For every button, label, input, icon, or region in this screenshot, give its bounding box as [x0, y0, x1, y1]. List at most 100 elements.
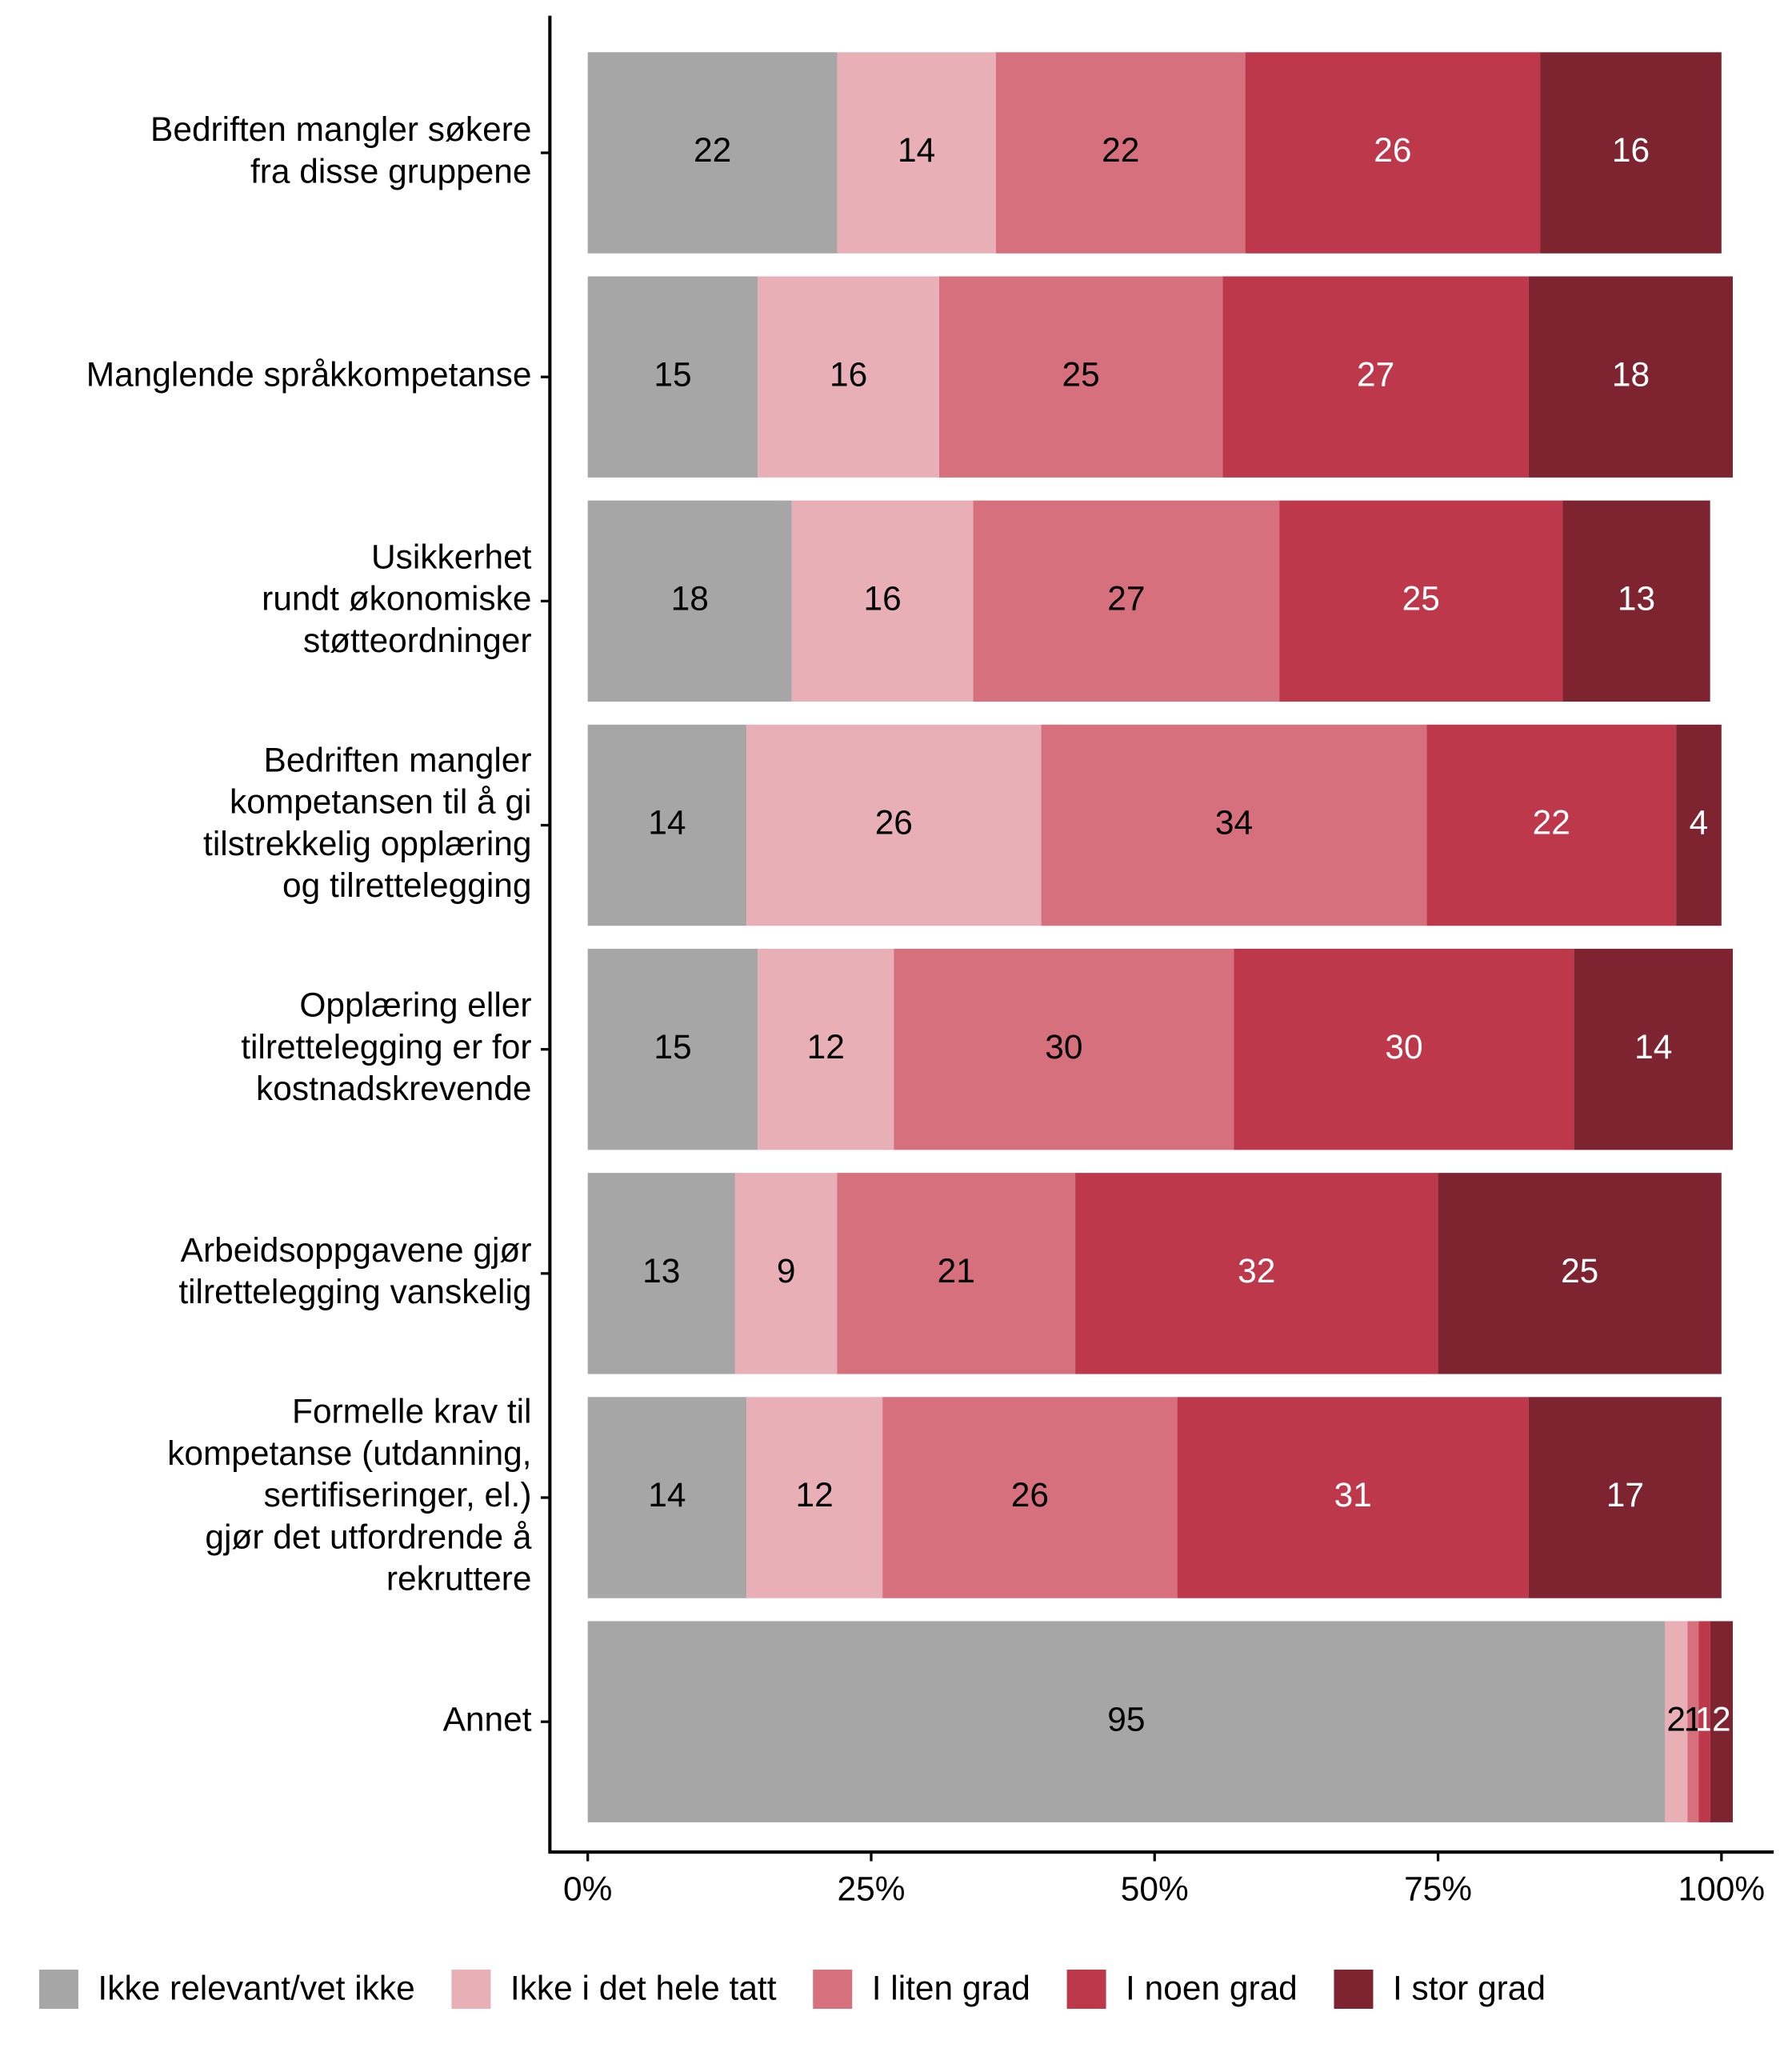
data-label: 27 — [1107, 580, 1145, 618]
bar-segment — [1234, 948, 1574, 1150]
y-tick-label: og tilrettelegging — [282, 866, 531, 904]
data-label: 32 — [1238, 1252, 1275, 1290]
legend-swatch — [451, 1970, 491, 2010]
bar-segment — [1562, 500, 1710, 702]
bar-segment — [837, 1173, 1076, 1374]
bar-segment — [882, 1397, 1178, 1598]
bar-segment — [1222, 276, 1529, 478]
data-label: 34 — [1215, 804, 1253, 842]
data-label: 25 — [1062, 355, 1100, 393]
y-tick-label: sertifiseringer, el.) — [264, 1476, 532, 1514]
data-label: 1 — [1684, 1700, 1703, 1738]
y-tick-label: gjør det utfordrende å — [205, 1518, 532, 1555]
data-label: 2 — [1712, 1700, 1731, 1738]
legend-label: Ikke relevant/vet ikke — [98, 1969, 414, 2006]
y-tick-label: rekruttere — [386, 1560, 532, 1598]
data-label: 27 — [1357, 355, 1394, 393]
data-label: 15 — [654, 355, 691, 393]
data-label: 26 — [1011, 1476, 1049, 1514]
y-tick-label: Bedriften mangler søkere — [150, 110, 531, 148]
x-tick-label: 100% — [1678, 1870, 1766, 1907]
data-label: 13 — [1618, 580, 1655, 618]
data-label: 21 — [938, 1252, 975, 1290]
data-label: 22 — [694, 131, 731, 169]
legend-label: I liten grad — [872, 1969, 1030, 2006]
bar-segment — [746, 724, 1042, 926]
data-label: 22 — [1102, 131, 1139, 169]
data-label: 22 — [1533, 804, 1570, 842]
bar-segment — [587, 1397, 747, 1598]
bar-segment — [1279, 500, 1563, 702]
legend-label: Ikke i det hele tatt — [510, 1969, 777, 2006]
legend-swatch — [1334, 1970, 1374, 2010]
bar-segment — [1438, 1173, 1722, 1374]
bar-segment — [1426, 724, 1677, 926]
x-tick-label: 25% — [838, 1870, 906, 1907]
bar-segment — [1075, 1173, 1438, 1374]
y-tick-label: kompetansen til å gi — [230, 783, 531, 821]
y-tick-label: tilrettelegging er for — [241, 1028, 531, 1066]
data-label: 25 — [1561, 1252, 1598, 1290]
y-tick-label: Annet — [443, 1700, 532, 1738]
data-label: 31 — [1334, 1476, 1372, 1514]
legend-swatch — [1066, 1970, 1106, 2010]
bar-segment — [758, 276, 940, 478]
legend-swatch — [813, 1970, 853, 2010]
bar-segment — [1710, 1621, 1734, 1822]
data-label: 30 — [1385, 1028, 1422, 1066]
legend-label: I noen grad — [1126, 1969, 1298, 2006]
data-label: 15 — [654, 1028, 691, 1066]
bar-segment — [587, 1621, 1665, 1822]
bar-segment — [1664, 1621, 1688, 1822]
data-label: 16 — [864, 580, 902, 618]
bar-segment — [1041, 724, 1427, 926]
x-tick-label: 75% — [1404, 1870, 1472, 1907]
data-label: 2 — [1666, 1700, 1686, 1738]
data-label: 18 — [1612, 355, 1650, 393]
x-tick-label: 50% — [1121, 1870, 1189, 1907]
data-label: 95 — [1107, 1700, 1145, 1738]
legend-swatch — [38, 1970, 78, 2010]
y-tick-label: rundt økonomiske — [262, 580, 531, 618]
data-label: 30 — [1045, 1028, 1082, 1066]
data-label: 16 — [830, 355, 867, 393]
y-tick-label: tilstrekkelig opplæring — [203, 825, 531, 862]
legend-label: I stor grad — [1393, 1969, 1546, 2006]
data-label: 16 — [1612, 131, 1650, 169]
y-tick-label: Usikkerhet — [371, 538, 532, 575]
bar-segment — [894, 948, 1234, 1150]
bar-segment — [939, 276, 1223, 478]
data-label: 4 — [1690, 804, 1709, 842]
data-label: 14 — [898, 131, 935, 169]
bar-segment — [587, 948, 758, 1150]
bar-segment — [995, 52, 1246, 254]
y-tick-label: kompetanse (utdanning, — [167, 1434, 531, 1472]
data-label: 1 — [1695, 1700, 1714, 1738]
bar-segment — [837, 52, 996, 254]
y-tick-label: tilrettelegging vanskelig — [178, 1273, 531, 1310]
data-label: 13 — [642, 1252, 680, 1290]
bar-segment — [1676, 724, 1722, 926]
data-label: 17 — [1606, 1476, 1644, 1514]
bar-segment — [1245, 52, 1541, 254]
data-label: 26 — [1374, 131, 1411, 169]
data-label: 18 — [671, 580, 709, 618]
bar-segment — [587, 500, 792, 702]
bar-segment — [746, 1397, 883, 1598]
data-label: 12 — [807, 1028, 845, 1066]
data-label: 14 — [648, 1476, 686, 1514]
bar-segment — [1528, 1397, 1722, 1598]
x-tick-label: 0% — [563, 1870, 612, 1907]
bar-segment — [1177, 1397, 1529, 1598]
data-label: 12 — [796, 1476, 834, 1514]
y-tick-label: støtteordninger — [303, 622, 531, 659]
y-tick-label: Bedriften mangler — [264, 741, 532, 778]
bar-segment — [1687, 1621, 1699, 1822]
data-label: 14 — [648, 804, 686, 842]
bar-segment — [587, 52, 838, 254]
bar-segment — [791, 500, 974, 702]
bar-segment — [973, 500, 1280, 702]
bar-segment — [734, 1173, 838, 1374]
data-label: 25 — [1402, 580, 1440, 618]
